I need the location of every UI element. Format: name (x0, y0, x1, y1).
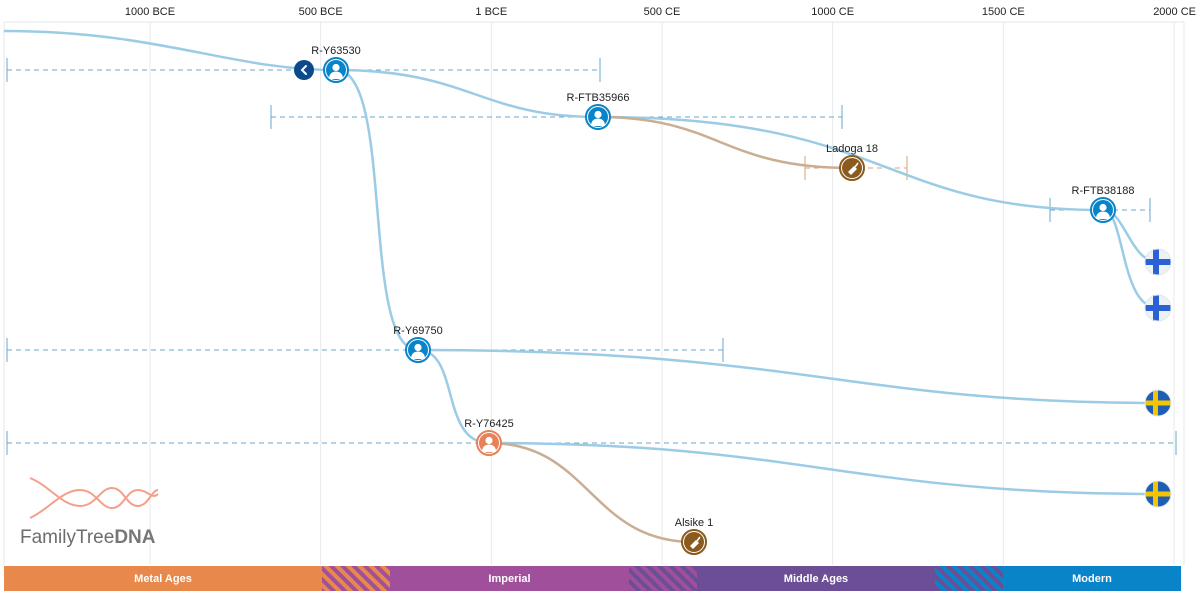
logo-text-bold: DNA (114, 527, 155, 548)
node-label: R-FTB38188 (1072, 185, 1135, 197)
era-transition (629, 566, 697, 591)
era-segment (1003, 566, 1181, 591)
sweden-flag[interactable] (1144, 389, 1172, 417)
node-label: R-Y76425 (464, 418, 514, 430)
tick-label: 500 BCE (299, 6, 343, 18)
tick-label: 1000 BCE (125, 6, 175, 18)
lineage-branches (3, 29, 1159, 544)
grid-lines (149, 22, 1175, 565)
branch-r-y69750-to-sweden-1 (417, 348, 1159, 405)
ci-r-y63530 (6, 58, 601, 82)
node-r-ftb35966[interactable]: R-FTB35966 (567, 92, 630, 130)
branch-r-ftb35966-to-ladoga-18 (597, 115, 853, 170)
finland-flag[interactable] (1144, 294, 1172, 322)
node-label: R-FTB35966 (567, 92, 630, 104)
era-segment (697, 566, 935, 591)
node-ladoga-18[interactable]: Ladoga 18 (826, 143, 878, 181)
branch-r-y63530-to-r-y69750 (335, 68, 419, 352)
era-segment (4, 566, 322, 591)
tick-label: 1 BCE (475, 6, 507, 18)
sweden-flag[interactable] (1144, 480, 1172, 508)
branch-root-to-r-y63530 (3, 29, 337, 72)
era-label: Middle Ages (784, 573, 848, 585)
finland-flag[interactable] (1144, 248, 1172, 276)
haplogroup-nodes: R-Y63530 R-FTB35966 Ladoga 18 R-FTB38188 R-Y… (311, 45, 1135, 555)
node-r-y63530[interactable]: R-Y63530 (311, 45, 361, 83)
tick-label: 1500 CE (982, 6, 1025, 18)
era-label: Modern (1072, 573, 1112, 585)
dna-helix-icon (29, 477, 159, 519)
ci-r-y76425 (6, 431, 1177, 455)
chevron-left-icon (300, 65, 307, 75)
era-segment (390, 566, 629, 591)
era-transition (322, 566, 390, 591)
era-label: Imperial (488, 573, 530, 585)
familytreedna-logo: FamilyTreeDNA (20, 477, 159, 548)
branch-r-y63530-to-r-ftb35966 (335, 68, 599, 119)
branch-r-y69750-to-r-y76425 (417, 348, 490, 445)
x-axis-ticks: 1000 BCE 500 BCE 1 BCE 500 CE 1000 CE 1500 CE… (125, 6, 1196, 18)
node-r-y69750[interactable]: R-Y69750 (393, 325, 443, 363)
node-label: Alsike 1 (675, 517, 714, 529)
ci-r-y69750 (6, 338, 724, 362)
branch-r-ftb35966-to-r-ftb38188 (597, 115, 1104, 212)
node-label: R-Y63530 (311, 45, 361, 57)
node-label: R-Y69750 (393, 325, 443, 337)
era-bar: Metal Ages Imperial Middle Ages Modern (4, 566, 1181, 591)
era-transition (935, 566, 1003, 591)
node-label: Ladoga 18 (826, 143, 878, 155)
branch-r-y76425-to-alsike-1 (488, 441, 695, 544)
node-r-y76425[interactable]: R-Y76425 (464, 418, 514, 456)
svg-text:FamilyTreeDNA: FamilyTreeDNA (20, 527, 156, 548)
branch-r-y76425-to-sweden-2 (488, 441, 1159, 496)
tick-label: 2000 CE (1153, 6, 1196, 18)
node-r-ftb38188[interactable]: R-FTB38188 (1072, 185, 1135, 223)
ci-r-ftb35966 (270, 105, 843, 129)
tick-label: 500 CE (644, 6, 681, 18)
tick-label: 1000 CE (811, 6, 854, 18)
logo-text-light: FamilyTree (20, 527, 114, 548)
back-button[interactable] (294, 60, 314, 80)
era-label: Metal Ages (134, 573, 192, 585)
country-flags (1144, 248, 1172, 508)
node-alsike-1[interactable]: Alsike 1 (675, 517, 714, 555)
